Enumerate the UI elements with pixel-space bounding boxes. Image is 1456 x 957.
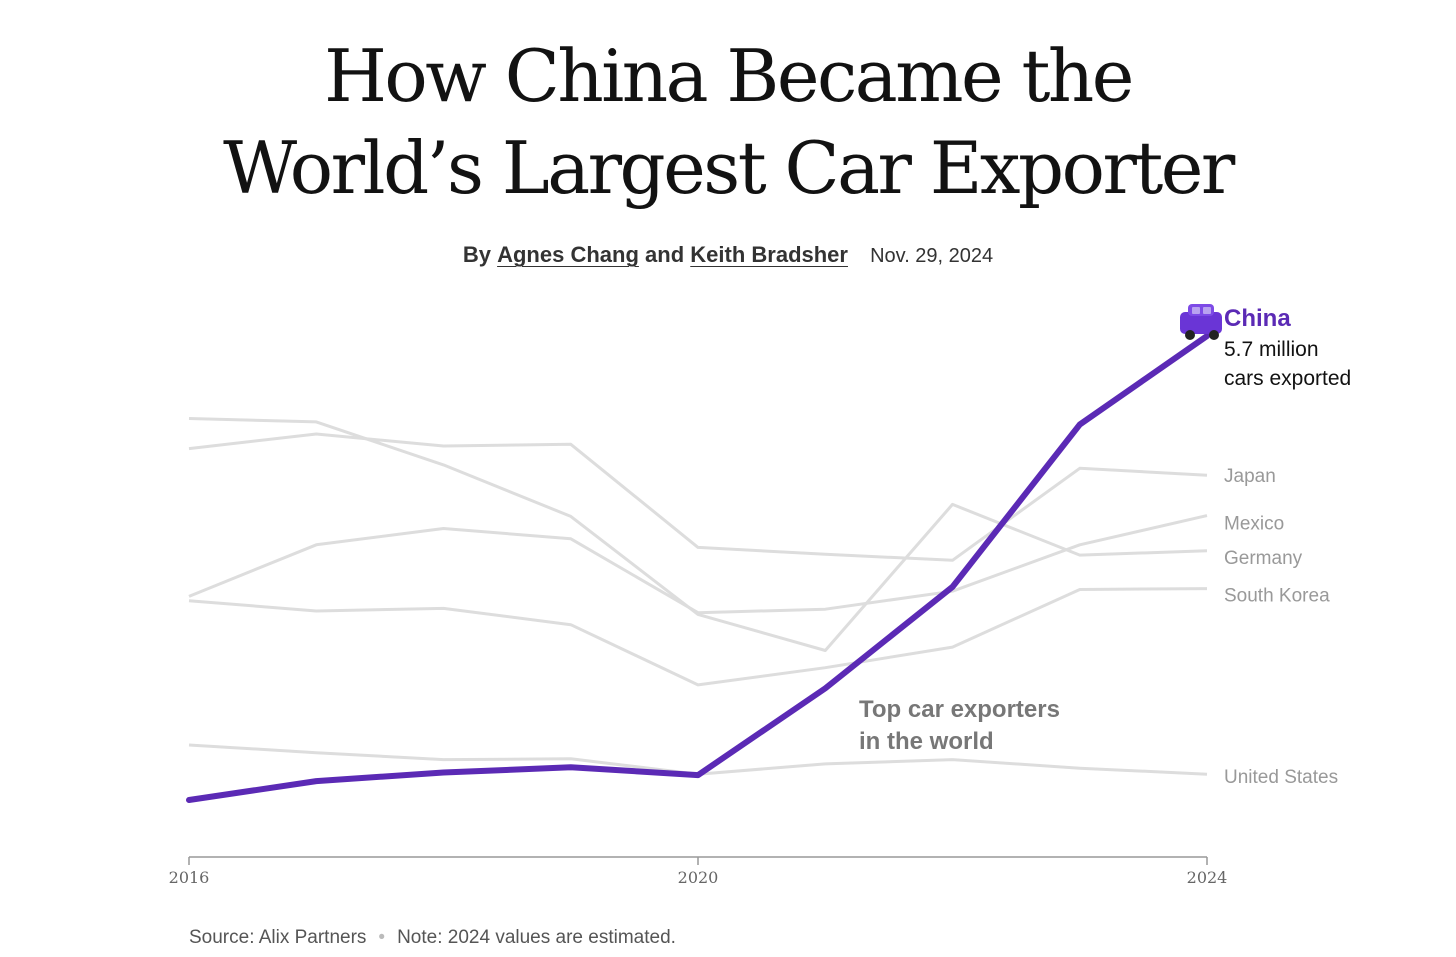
series-label-south-korea: South Korea	[1224, 586, 1330, 607]
byline-and: and	[645, 242, 685, 267]
chart-annotation-line-2: in the world	[859, 728, 994, 755]
series-label-china: China	[1224, 305, 1291, 332]
car-icon	[1180, 304, 1222, 340]
series-line-south-korea	[188, 587, 1208, 687]
publish-date: Nov. 29, 2024	[870, 245, 994, 267]
series-line-united-states	[188, 743, 1208, 776]
x-axis-ticks: 2016 2020 2024	[169, 857, 1228, 887]
byline: By Agnes Chang and Keith Bradsher Nov. 2…	[0, 240, 1456, 271]
series-line-japan	[188, 432, 1208, 562]
headline-line-2: World’s Largest Car Exporter	[223, 126, 1235, 210]
china-series-line	[186, 333, 1210, 803]
china-value-label: 5.7 million	[1224, 338, 1319, 361]
author-link-agnes-chang[interactable]: Agnes Chang	[497, 242, 639, 267]
x-tick-label-2020: 2020	[678, 868, 719, 887]
series-labels: Japan Mexico Germany South Korea United Stat…	[1224, 305, 1351, 788]
chart-footer: Source: Alix Partners • Note: 2024 values …	[189, 924, 676, 952]
series-line-germany	[188, 417, 1208, 652]
author-link-keith-bradsher[interactable]: Keith Bradsher	[690, 242, 848, 267]
series-label-japan: Japan	[1224, 466, 1276, 487]
series-label-germany: Germany	[1224, 548, 1303, 569]
headline: How China Became the World’s Largest Car…	[0, 30, 1456, 214]
series-line-china	[186, 333, 1210, 803]
byline-prefix: By	[462, 242, 491, 267]
headline-line-1: How China Became the	[324, 34, 1134, 118]
series-line-mexico	[188, 514, 1208, 615]
chart-annotation-line-1: Top car exporters	[859, 696, 1060, 723]
footer-separator: •	[378, 927, 386, 948]
chart-annotation: Top car exporters in the world	[859, 696, 1067, 755]
china-value-caption: cars exported	[1224, 367, 1351, 390]
x-tick-label-2024: 2024	[1187, 868, 1228, 887]
estimate-note: Note: 2024 values are estimated.	[397, 927, 676, 948]
x-tick-label-2016: 2016	[169, 868, 210, 887]
series-label-mexico: Mexico	[1224, 514, 1284, 535]
source-note: Source: Alix Partners	[189, 927, 367, 948]
series-label-united-states: United States	[1224, 767, 1338, 788]
